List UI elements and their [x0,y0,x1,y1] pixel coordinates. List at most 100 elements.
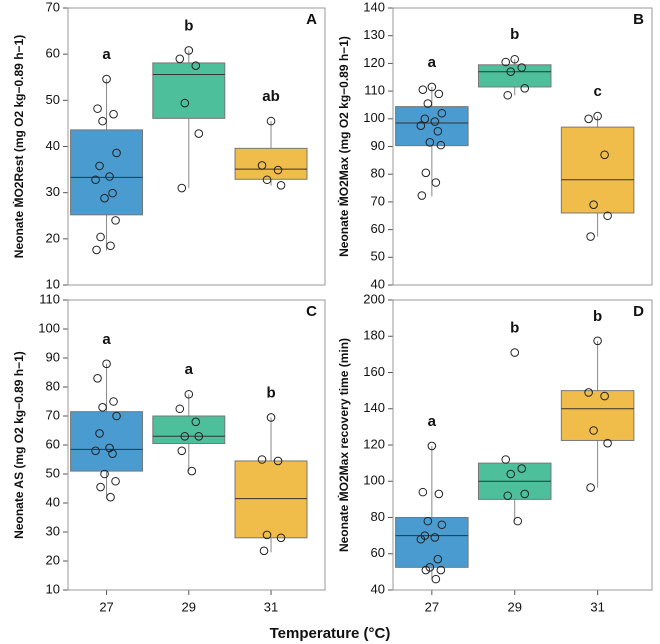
y-tick-label: 80 [371,166,385,181]
y-tick-label: 100 [363,110,385,125]
point [180,432,190,441]
point [276,180,286,190]
point [102,359,111,369]
point [111,476,120,486]
y-tick-label: 50 [46,92,60,107]
group-letter: a [185,361,194,378]
point [520,84,530,93]
panel-letter: A [306,11,317,28]
point [266,413,276,422]
point [112,411,121,421]
point [420,114,430,124]
y-tick-label: 160 [363,364,385,379]
point [434,89,444,99]
box [152,415,226,445]
point [584,114,593,124]
group-letter: b [510,320,519,337]
y-tick-label: 140 [363,400,385,415]
y-tick-label: 30 [46,184,60,199]
y-axis-title: Neonate ṀO2Rest (mg O2 kg−0.89 h−1) [11,35,26,258]
y-tick-label: 20 [46,552,60,567]
x-tick-label: 27 [425,599,439,614]
point [108,188,117,198]
y-tick-label: 90 [46,349,60,364]
point [175,404,185,414]
box [234,147,308,180]
point [503,90,513,100]
y-tick-label: 40 [371,581,385,596]
point [427,82,437,92]
box [234,460,308,539]
group-letter: c [593,83,601,100]
y-tick-label: 10 [46,276,60,291]
box [560,126,635,214]
point [259,546,269,556]
y-tick-label: 110 [39,291,60,306]
point [273,456,283,466]
y-tick-label: 60 [371,221,385,236]
point [112,148,121,158]
point [434,489,444,499]
plot-frame [392,7,653,286]
point [95,161,104,171]
point [416,534,426,544]
y-tick-label: 90 [371,138,385,153]
point [418,487,428,497]
point [501,455,511,464]
point [257,161,267,170]
point [257,455,267,464]
point [593,111,602,121]
point [96,482,105,492]
point [416,121,426,131]
point [417,191,427,200]
point [109,109,118,119]
point [184,46,194,55]
point [589,426,598,435]
y-tick-label: 40 [371,276,385,291]
point [194,432,204,441]
box [477,64,552,88]
group-letter: b [510,26,519,43]
point [510,54,520,64]
y-tick-label: 80 [371,509,385,524]
group-letter: a [102,331,111,348]
group-letter: b [184,17,193,34]
point [603,438,612,448]
point [589,200,598,209]
point [106,241,115,251]
point [423,516,433,526]
group-letter: a [428,413,437,430]
y-tick-label: 80 [46,378,60,393]
point [418,85,428,95]
y-tick-label: 40 [46,138,60,153]
point [273,165,283,175]
group-letter: ab [262,88,280,105]
point [506,67,516,77]
point [194,129,204,138]
point [603,211,612,221]
y-axis-title: Neonate AS (mg O2 kg−0.89 h−1) [12,351,26,539]
point [436,140,446,150]
point [586,483,595,492]
point [262,530,272,540]
point [423,99,433,108]
point [177,446,187,456]
point [517,63,527,72]
y-tick-label: 100 [38,320,60,335]
point [586,232,595,241]
point [506,469,516,479]
group-letter: b [593,308,602,325]
box [70,411,144,472]
point [510,348,520,357]
point [520,489,530,499]
y-tick-label: 10 [46,581,60,596]
point [92,245,101,255]
point [100,469,109,479]
point [91,446,100,456]
point [503,491,513,501]
y-tick-label: 50 [371,249,385,264]
point [96,232,105,242]
y-axis-title: Neonate ṀO2Max recovery time (min) [336,338,351,552]
plot-frame [67,7,326,286]
y-tick-label: 200 [363,291,385,306]
